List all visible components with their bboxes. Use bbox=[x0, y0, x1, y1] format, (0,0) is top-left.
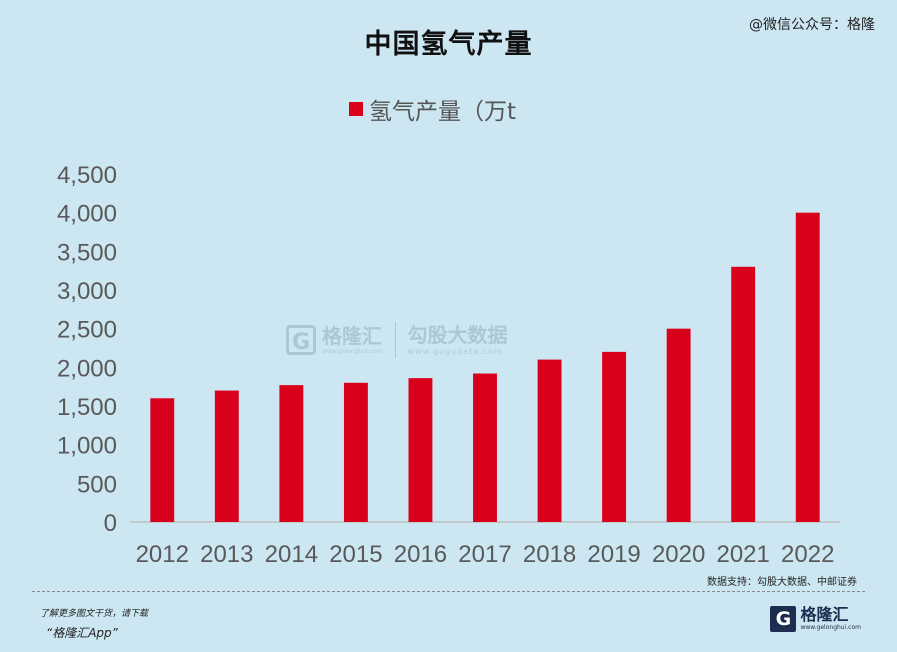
gelonghui-logo-icon: G bbox=[286, 325, 316, 355]
bar bbox=[473, 373, 497, 522]
watermark-separator bbox=[394, 322, 396, 358]
x-tick-label: 2019 bbox=[587, 541, 640, 568]
legend-swatch bbox=[349, 102, 363, 116]
x-tick-label: 2017 bbox=[458, 541, 511, 568]
x-tick-label: 2013 bbox=[200, 541, 253, 568]
y-tick-label: 1,500 bbox=[57, 394, 117, 421]
footer-brand-name: 格隆汇 bbox=[800, 605, 849, 624]
y-tick-label: 2,500 bbox=[57, 317, 117, 344]
gelonghui-logo-icon: G bbox=[770, 606, 797, 632]
y-tick-label: 4,000 bbox=[57, 201, 117, 228]
bar bbox=[150, 398, 175, 522]
watermark-partner-url: www.gogudata.com bbox=[407, 347, 503, 356]
footer-promo-text: 了解更多图文干货，请下载 bbox=[40, 609, 149, 619]
bar-chart: 氢气产量（万t 0 500 1,000 1,500 2,000 2,500 3,000 3,50… bbox=[57, 99, 840, 568]
y-tick-label: 3,500 bbox=[57, 239, 117, 266]
footer-divider bbox=[32, 591, 865, 592]
bar bbox=[214, 390, 239, 522]
y-tick-label: 0 bbox=[104, 510, 117, 537]
center-watermark: G 格隆汇 www.gelonghui.com 勾股大数据 www.goguda… bbox=[286, 322, 508, 358]
bar bbox=[537, 359, 562, 522]
x-tick-label: 2021 bbox=[716, 541, 769, 568]
bar bbox=[731, 266, 756, 522]
bar bbox=[795, 212, 820, 522]
x-tick-label: 2016 bbox=[394, 541, 447, 568]
data-source: 数据支持：勾股大数据、中邮证券 bbox=[707, 577, 857, 588]
y-tick-label: 2,000 bbox=[57, 355, 117, 382]
bar bbox=[408, 378, 433, 522]
y-tick-label: 500 bbox=[77, 471, 117, 498]
footer-brand[interactable]: G 格隆汇 www.gelonghui.com bbox=[770, 606, 861, 632]
chart-title: 中国氢气产量 bbox=[364, 29, 533, 60]
watermark-partner: 勾股大数据 bbox=[407, 323, 508, 347]
x-tick-label: 2022 bbox=[781, 541, 834, 568]
footer-app-name: “格隆汇App” bbox=[46, 626, 118, 640]
x-tick-label: 2014 bbox=[265, 541, 318, 568]
y-tick-label: 1,000 bbox=[57, 433, 117, 460]
bar bbox=[343, 382, 368, 522]
x-tick-label: 2015 bbox=[329, 541, 382, 568]
y-tick-label: 3,000 bbox=[57, 278, 117, 305]
y-tick-label: 4,500 bbox=[57, 162, 117, 189]
bar bbox=[279, 385, 304, 522]
bar bbox=[602, 351, 627, 522]
watermark-account-label: @微信公众号：格隆 bbox=[749, 17, 875, 33]
bar bbox=[666, 328, 691, 522]
x-tick-label: 2020 bbox=[652, 541, 705, 568]
x-tick-label: 2012 bbox=[136, 541, 189, 568]
legend-label: 氢气产量（万t bbox=[369, 99, 516, 125]
footer-brand-url: www.gelonghui.com bbox=[800, 624, 861, 631]
watermark-brand-url: www.gelonghui.com bbox=[322, 348, 383, 355]
x-tick-label: 2018 bbox=[523, 541, 576, 568]
watermark-brand: 格隆汇 bbox=[322, 324, 382, 348]
